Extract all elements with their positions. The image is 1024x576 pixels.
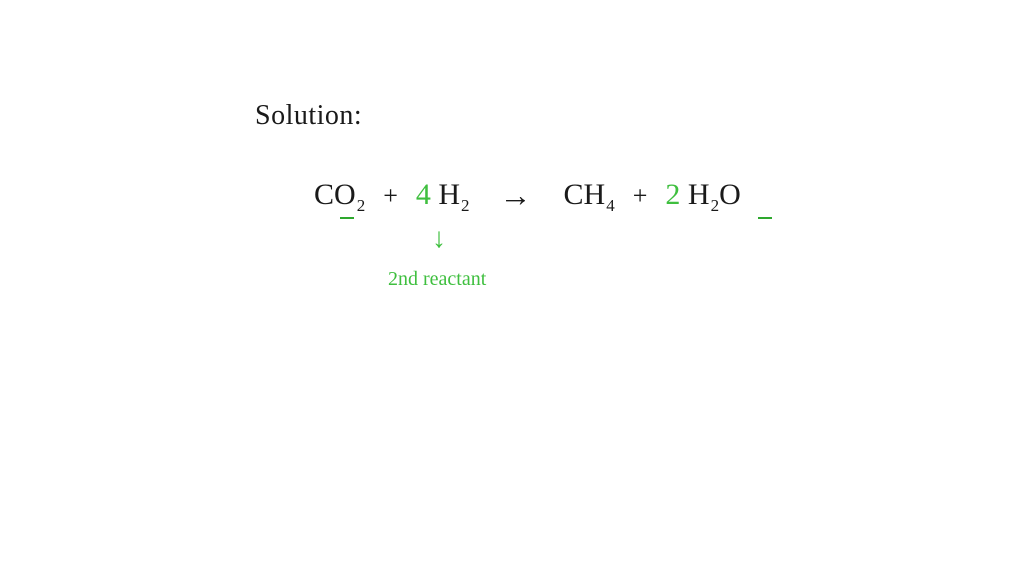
chemical-equation: CO2 + 4 H2 → CH4 + 2 H2O: [310, 175, 745, 212]
reaction-arrow-icon: →: [500, 177, 532, 214]
product-2: 2 H2O: [665, 178, 740, 212]
reactant-1-base: CO: [314, 178, 356, 212]
product-1-subscript: 4: [606, 196, 615, 216]
plus-1: +: [383, 181, 398, 211]
plus-2: +: [633, 181, 648, 211]
tick-under-h2o: [758, 216, 772, 219]
solution-heading: Solution:: [255, 100, 362, 132]
annotation-label: 2nd reactant: [388, 268, 486, 291]
product-2-coefficient: 2: [665, 178, 680, 212]
product-2-base1: H: [688, 178, 710, 212]
reactant-2-base: H: [438, 178, 460, 212]
reactant-1-subscript: 2: [357, 196, 366, 216]
product-1: CH4: [564, 178, 615, 212]
reactant-2-coefficient: 4: [416, 178, 431, 212]
product-2-subscript1: 2: [711, 196, 720, 216]
product-1-base: CH: [564, 178, 606, 212]
reactant-2: 4 H2: [416, 178, 470, 212]
reactant-2-subscript: 2: [461, 196, 470, 216]
product-2-base2: O: [719, 178, 741, 212]
down-arrow-icon: ↓: [432, 225, 446, 253]
reactant-1: CO2: [314, 178, 365, 212]
tick-under-co2: [340, 216, 354, 219]
